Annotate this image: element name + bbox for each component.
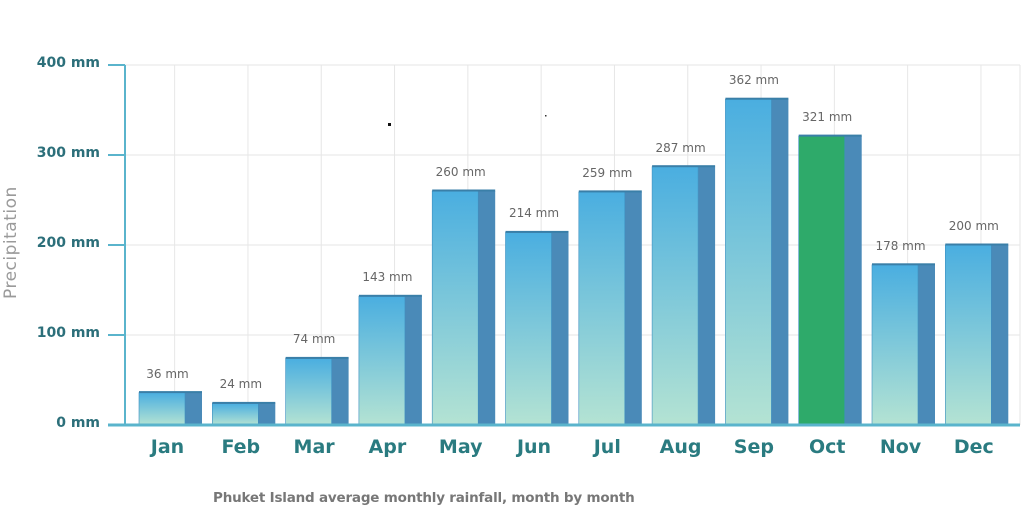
bar-value-label: 24 mm xyxy=(219,377,263,392)
bar-value-label: 259 mm xyxy=(582,165,633,180)
x-tick-label: Oct xyxy=(808,436,846,458)
x-tick-label: Apr xyxy=(368,436,407,458)
bar-value-label: 143 mm xyxy=(362,270,413,285)
x-tick-label: Sep xyxy=(733,436,774,458)
bar-apr xyxy=(358,294,422,426)
y-tick-label: 0 mm xyxy=(56,415,100,431)
bar-mar xyxy=(285,356,349,426)
bar-value-label: 362 mm xyxy=(728,73,779,88)
artifact-dot xyxy=(545,115,547,117)
bar-sep xyxy=(725,97,789,426)
bar-value-label: 260 mm xyxy=(435,165,486,179)
bar-value-label: 321 mm xyxy=(802,110,853,125)
y-tick-label: 400 mm xyxy=(36,55,100,71)
x-tick-label: Dec xyxy=(953,436,994,458)
y-tick-label: 100 mm xyxy=(36,325,100,341)
y-tick-label: 300 mm xyxy=(36,145,100,161)
bar-value-label: 178 mm xyxy=(875,238,926,253)
x-tick-label: Jun xyxy=(516,436,552,458)
bar-dec xyxy=(944,243,1009,426)
chart-caption: Phuket Island average monthly rainfall, … xyxy=(213,490,635,506)
x-tick-label: Nov xyxy=(879,436,922,458)
bar-value-label: 74 mm xyxy=(292,332,336,347)
bar-value-label: 200 mm xyxy=(948,219,999,233)
x-tick-label: Jan xyxy=(150,436,185,458)
bar-nov xyxy=(871,263,935,426)
bar-feb xyxy=(212,401,276,426)
bar-value-label: 214 mm xyxy=(508,206,560,221)
y-tick-label: 200 mm xyxy=(36,235,100,251)
x-tick-label: Mar xyxy=(293,436,335,458)
bar-jan xyxy=(138,391,202,426)
x-tick-label: Jul xyxy=(593,436,621,458)
bar-jun xyxy=(505,230,569,426)
x-tick-label: Feb xyxy=(221,436,261,458)
artifact-dot xyxy=(388,123,391,126)
bar-value-label: 36 mm xyxy=(146,366,189,381)
bar-may xyxy=(431,189,496,426)
bar-aug xyxy=(651,165,716,426)
y-axis-label: Precipitation xyxy=(1,186,21,299)
bar-value-label: 287 mm xyxy=(655,140,706,155)
bar-oct xyxy=(798,134,862,426)
bar-jul xyxy=(578,190,642,426)
x-tick-label: May xyxy=(438,436,483,458)
x-tick-label: Aug xyxy=(659,436,702,458)
